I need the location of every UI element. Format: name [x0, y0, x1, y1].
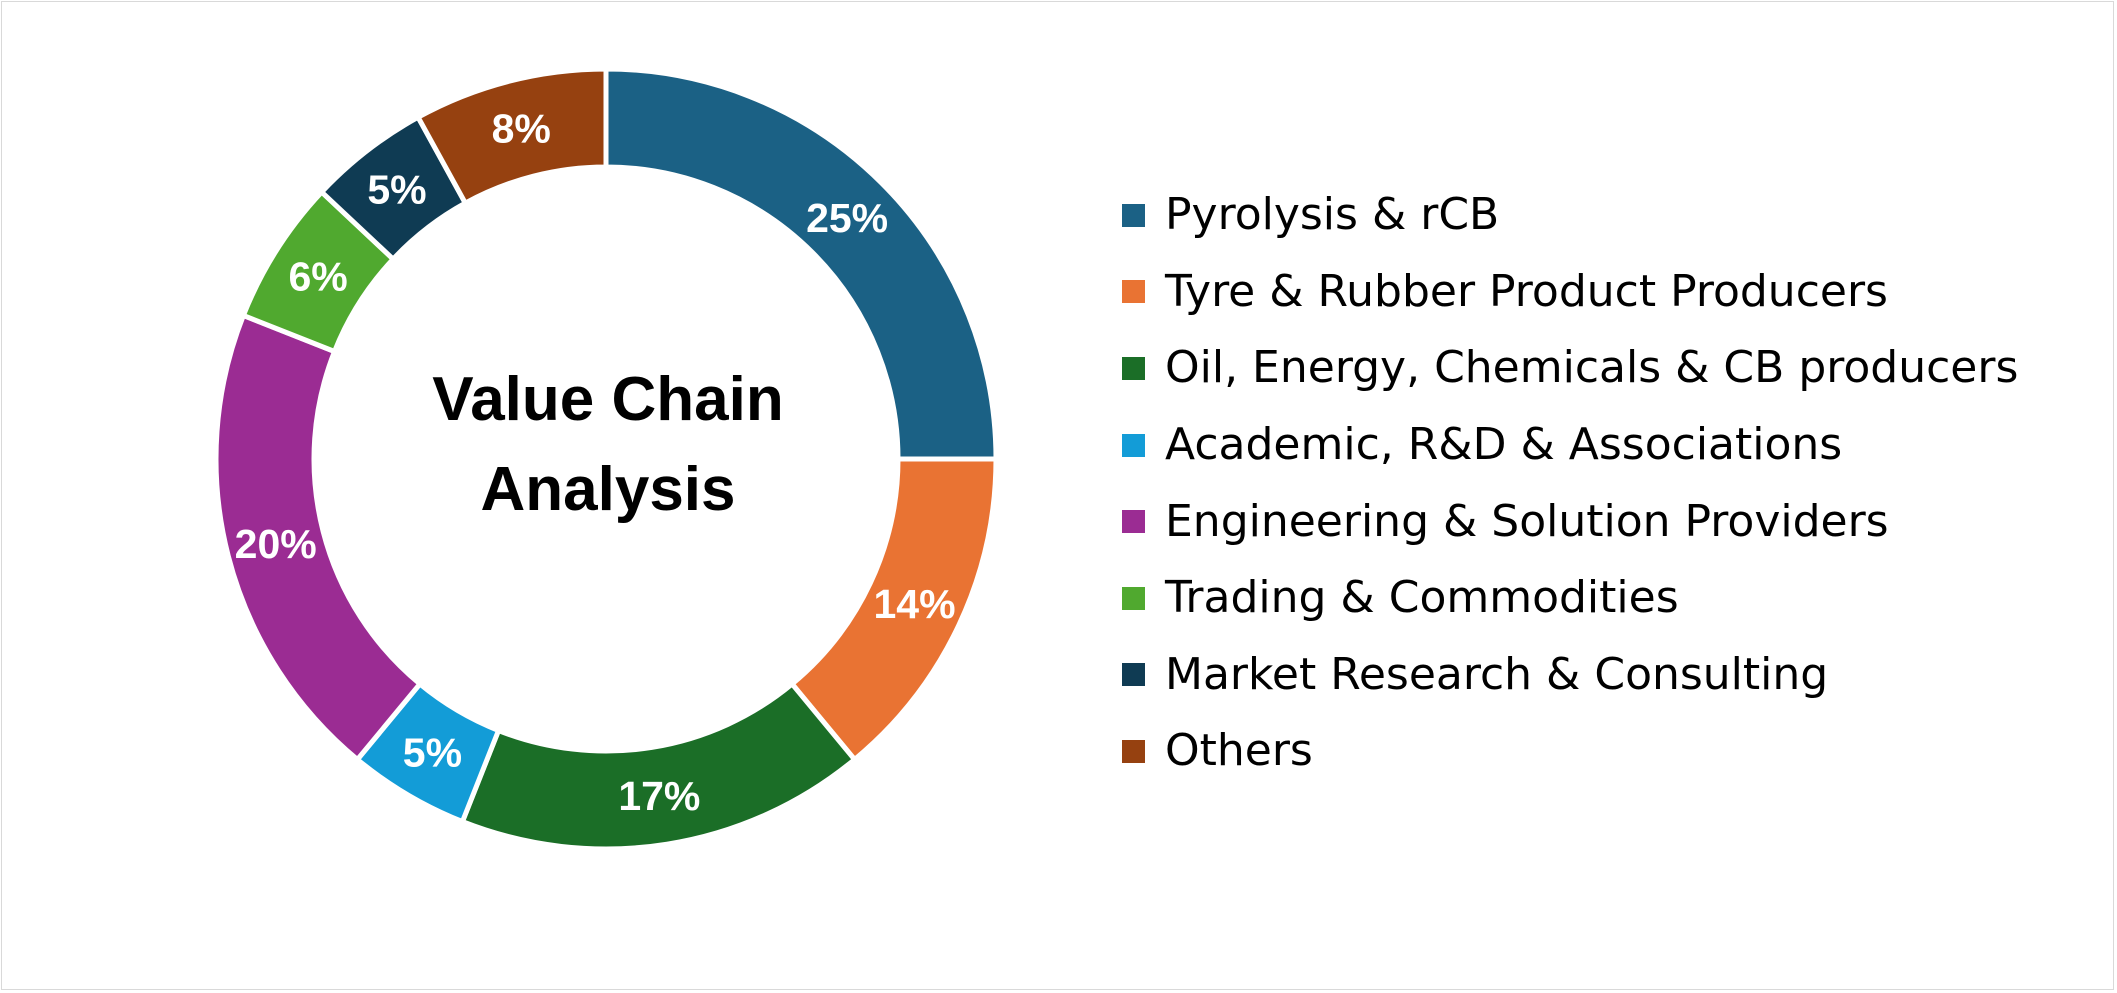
title-line-2: Analysis: [480, 455, 736, 524]
slice-label-academic-randd-and-associations: 5%: [403, 730, 462, 776]
donut-center-title: Value Chain Analysis: [316, 355, 900, 535]
legend-label: Trading & Commodities: [1165, 572, 1679, 624]
donut-slices: [213, 66, 999, 852]
slice-others: [414, 66, 609, 207]
slice-label-trading-and-commodities: 6%: [288, 253, 347, 299]
slice-pyrolysis-and-rcb: [603, 66, 999, 462]
slice-labels: 25% 14% 17% 5% 20% 6% 5% 8%: [235, 106, 956, 819]
legend-item-engineering-and-solution-providers: Engineering & Solution Providers: [1122, 483, 2018, 560]
legend-swatch: [1122, 433, 1145, 457]
legend-item-oil-energy-chemicals-and-cb-producers: Oil, Energy, Chemicals & CB producers: [1122, 330, 2018, 407]
slice-label-others: 8%: [492, 106, 551, 152]
slice-label-engineering-and-solution-providers: 20%: [235, 521, 317, 567]
legend-swatch: [1122, 586, 1145, 610]
legend-item-market-research-and-consulting: Market Research & Consulting: [1122, 637, 2018, 714]
legend-item-others: Others: [1122, 713, 2018, 790]
slice-label-pyrolysis-and-rcb: 25%: [806, 195, 888, 241]
legend-label: Others: [1165, 725, 1313, 777]
legend-swatch: [1122, 510, 1145, 534]
legend-label: Market Research & Consulting: [1165, 648, 1829, 700]
legend-swatch: [1122, 739, 1145, 763]
legend-label: Pyrolysis & rCB: [1165, 189, 1500, 241]
slice-label-oil-energy-chemicals-and-cb-producers: 17%: [618, 773, 700, 819]
legend-item-pyrolysis-and-rcb: Pyrolysis & rCB: [1122, 177, 2018, 254]
legend-label: Tyre & Rubber Product Producers: [1165, 265, 1888, 317]
legend-item-trading-and-commodities: Trading & Commodities: [1122, 560, 2018, 637]
slice-label-tyre-and-rubber-product-producers: 14%: [874, 581, 956, 627]
legend-swatch: [1122, 203, 1145, 227]
slice-label-market-research-and-consulting: 5%: [367, 167, 426, 213]
title-line-1: Value Chain: [432, 365, 784, 434]
legend-label: Engineering & Solution Providers: [1165, 495, 1889, 547]
legend-swatch: [1122, 280, 1145, 304]
chart-legend: Pyrolysis & rCB Tyre & Rubber Product Pro…: [1122, 177, 2018, 790]
legend-item-tyre-and-rubber-product-producers: Tyre & Rubber Product Producers: [1122, 254, 2018, 331]
legend-label: Oil, Energy, Chemicals & CB producers: [1165, 342, 2019, 394]
slice-oil-energy-chemicals-and-cb-producers: [459, 680, 859, 852]
legend-swatch: [1122, 356, 1145, 380]
legend-item-academic-randd-and-associations: Academic, R&D & Associations: [1122, 407, 2018, 484]
legend-swatch: [1122, 663, 1145, 687]
legend-label: Academic, R&D & Associations: [1165, 419, 1843, 471]
